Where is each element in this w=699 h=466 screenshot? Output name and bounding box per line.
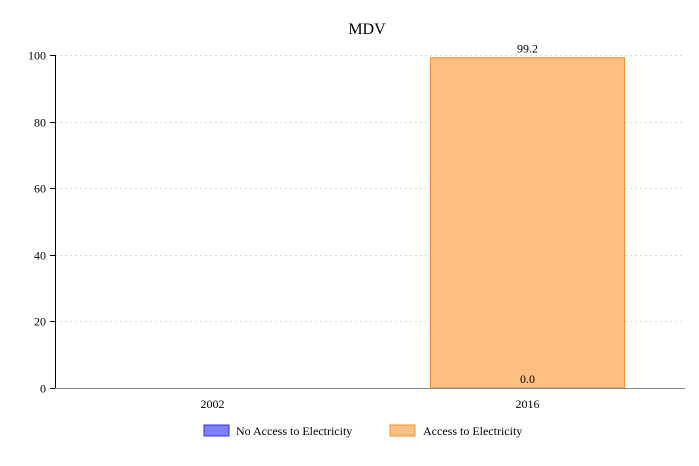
data-label: 0.0 bbox=[520, 372, 535, 386]
data-label: 99.2 bbox=[517, 42, 538, 56]
y-tick-label: 20 bbox=[34, 315, 46, 329]
legend-item[interactable]: No Access to Electricity bbox=[203, 424, 352, 438]
legend-item[interactable]: Access to Electricity bbox=[389, 424, 522, 438]
x-tick-label: 2002 bbox=[201, 397, 225, 411]
legend-label: No Access to Electricity bbox=[236, 424, 352, 438]
bar-labels: 0.0 99.2 bbox=[517, 42, 538, 386]
bars bbox=[430, 57, 625, 389]
y-tick-label: 0 bbox=[40, 382, 46, 396]
legend-label: Access to Electricity bbox=[423, 424, 522, 438]
chart-title: MDV bbox=[348, 21, 386, 38]
y-tick-label: 100 bbox=[28, 49, 46, 63]
legend-swatch bbox=[389, 424, 416, 437]
axes: 0 20 40 60 80 100 2002 2016 bbox=[28, 49, 685, 411]
bar-access-to-electricity-2016[interactable] bbox=[430, 57, 625, 389]
x-tick-label: 2016 bbox=[516, 397, 540, 411]
y-tick-label: 60 bbox=[34, 182, 46, 196]
legend[interactable]: No Access to Electricity Access to Electr… bbox=[203, 424, 522, 438]
y-tick-label: 40 bbox=[34, 249, 46, 263]
legend-swatch bbox=[203, 424, 230, 437]
y-tick-label: 80 bbox=[34, 116, 46, 130]
